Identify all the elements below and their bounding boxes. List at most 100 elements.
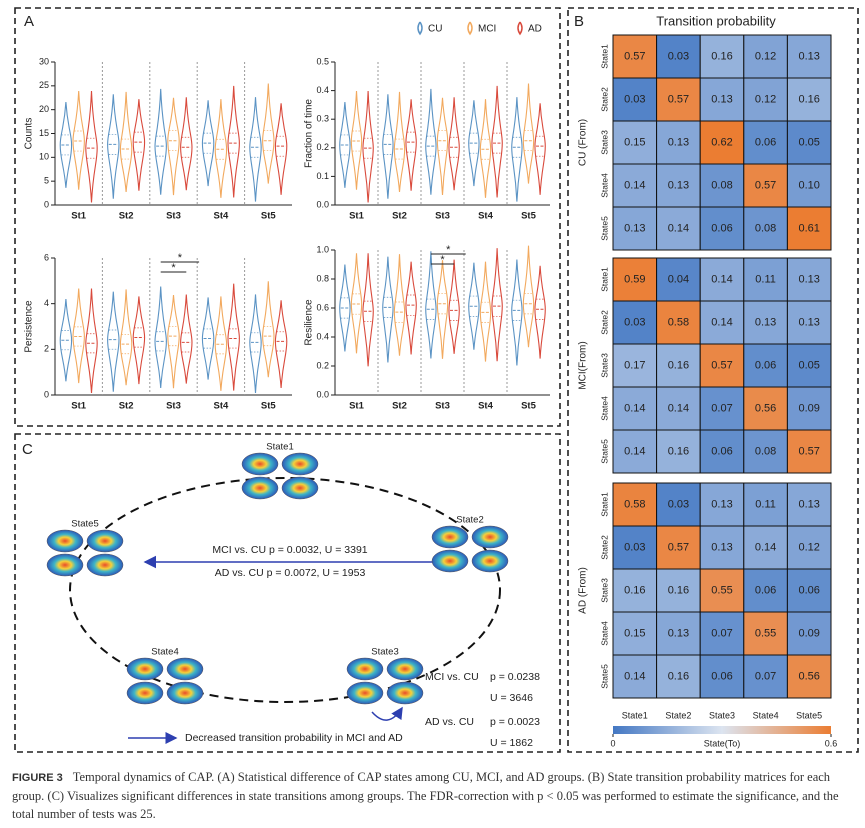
violin <box>119 289 133 386</box>
cell-label: 0.08 <box>711 179 732 191</box>
heatmap-cell <box>612 386 658 431</box>
x-tick-label: St2 <box>119 401 134 412</box>
violin <box>479 99 492 198</box>
brain-map <box>346 681 384 705</box>
heatmap-cell <box>612 568 658 613</box>
significance-star: * <box>440 254 445 266</box>
violin <box>362 90 374 203</box>
row-label: State2 <box>599 310 609 335</box>
violin <box>468 262 480 350</box>
brain-map <box>126 681 164 705</box>
heatmap-cell <box>743 206 788 251</box>
row-label: State1 <box>599 267 609 292</box>
y-tick-label: 0.8 <box>316 273 329 283</box>
cell-label: 0.13 <box>798 50 819 62</box>
y-tick-label: 30 <box>39 56 49 66</box>
violin <box>522 245 535 348</box>
brain-map <box>166 681 204 705</box>
cell-label: 0.57 <box>624 50 645 62</box>
panel-letter: C <box>22 441 33 458</box>
violin <box>154 286 167 388</box>
cell-label: 0.14 <box>711 273 732 285</box>
heatmap-cell <box>656 163 701 208</box>
x-tick-label: St4 <box>478 401 494 412</box>
heatmap-cell <box>612 120 658 165</box>
heatmap-cell <box>786 206 832 251</box>
y-tick-label: 20 <box>39 104 49 114</box>
violin <box>534 103 546 195</box>
heatmap-cell <box>743 568 788 613</box>
x-tick-label: St5 <box>261 211 277 222</box>
heatmap-cell <box>786 77 832 122</box>
violin <box>491 248 503 362</box>
caption-text: Temporal dynamics of CAP. (A) Statistica… <box>12 770 839 821</box>
violin <box>534 265 546 359</box>
brain-map <box>241 476 279 500</box>
x-tick-label: St1 <box>71 401 87 412</box>
cell-label: 0.13 <box>798 273 819 285</box>
panel-letter: B <box>574 13 584 30</box>
heatmap-cell <box>699 525 745 570</box>
heatmap-cell <box>743 77 788 122</box>
brain-map <box>166 657 204 681</box>
cell-label: 0.05 <box>798 136 819 148</box>
matrix-label: CU (From) <box>578 119 589 166</box>
colorbar <box>613 726 831 734</box>
heatmap-cell <box>656 206 701 251</box>
violin <box>491 85 503 198</box>
row-label: State4 <box>599 173 609 198</box>
stat-text: U = 3646 <box>490 692 533 704</box>
violin <box>350 90 363 190</box>
violin <box>72 90 85 190</box>
heatmap-cell <box>656 257 701 302</box>
cell-label: 0.58 <box>624 498 645 510</box>
legend-text: Decreased transition probability in MCI … <box>185 732 403 744</box>
brain-map <box>281 452 319 476</box>
brain-map <box>431 549 469 573</box>
violin <box>436 260 449 359</box>
y-tick-label: 0.0 <box>316 389 329 399</box>
heatmap-cell <box>612 482 658 527</box>
cell-label: 0.06 <box>711 670 732 682</box>
cell-label: 0.06 <box>755 584 776 596</box>
violin <box>425 88 437 195</box>
cell-label: 0.06 <box>711 445 732 457</box>
x-tick-label: St4 <box>214 401 230 412</box>
row-label: State3 <box>599 578 609 603</box>
violin <box>180 97 193 191</box>
violin <box>339 102 351 188</box>
cell-label: 0.16 <box>624 584 645 596</box>
heatmap-cell <box>612 611 658 656</box>
cell-label: 0.13 <box>711 93 732 105</box>
legend-label: MCI <box>478 24 496 35</box>
y-axis-label: Persistence <box>24 300 35 353</box>
heatmap-cell <box>656 77 701 122</box>
violin <box>448 259 460 354</box>
heatmap-cell <box>699 257 745 302</box>
violin <box>350 253 363 354</box>
heatmap-cell <box>612 163 658 208</box>
violin <box>227 283 240 391</box>
column-label: State3 <box>709 710 735 720</box>
heatmap-cell <box>743 34 788 79</box>
cell-label: 0.16 <box>668 445 689 457</box>
cell-label: 0.57 <box>668 93 689 105</box>
violin <box>468 100 480 187</box>
cell-label: 0.14 <box>668 402 689 414</box>
state-label: State3 <box>371 647 398 658</box>
significance-star: * <box>446 244 451 256</box>
matrix-label: AD (From) <box>578 567 589 614</box>
cell-label: 0.06 <box>711 222 732 234</box>
y-tick-label: 1.0 <box>316 244 329 254</box>
legend-swatch <box>417 21 423 36</box>
violin <box>107 94 120 199</box>
cell-label: 0.15 <box>624 627 645 639</box>
brain-map <box>346 657 384 681</box>
heatmap-cell <box>743 300 788 345</box>
x-tick-label: St1 <box>349 211 365 222</box>
violin <box>339 264 351 352</box>
violin <box>119 91 133 192</box>
violin <box>249 294 262 394</box>
brain-map <box>241 452 279 476</box>
